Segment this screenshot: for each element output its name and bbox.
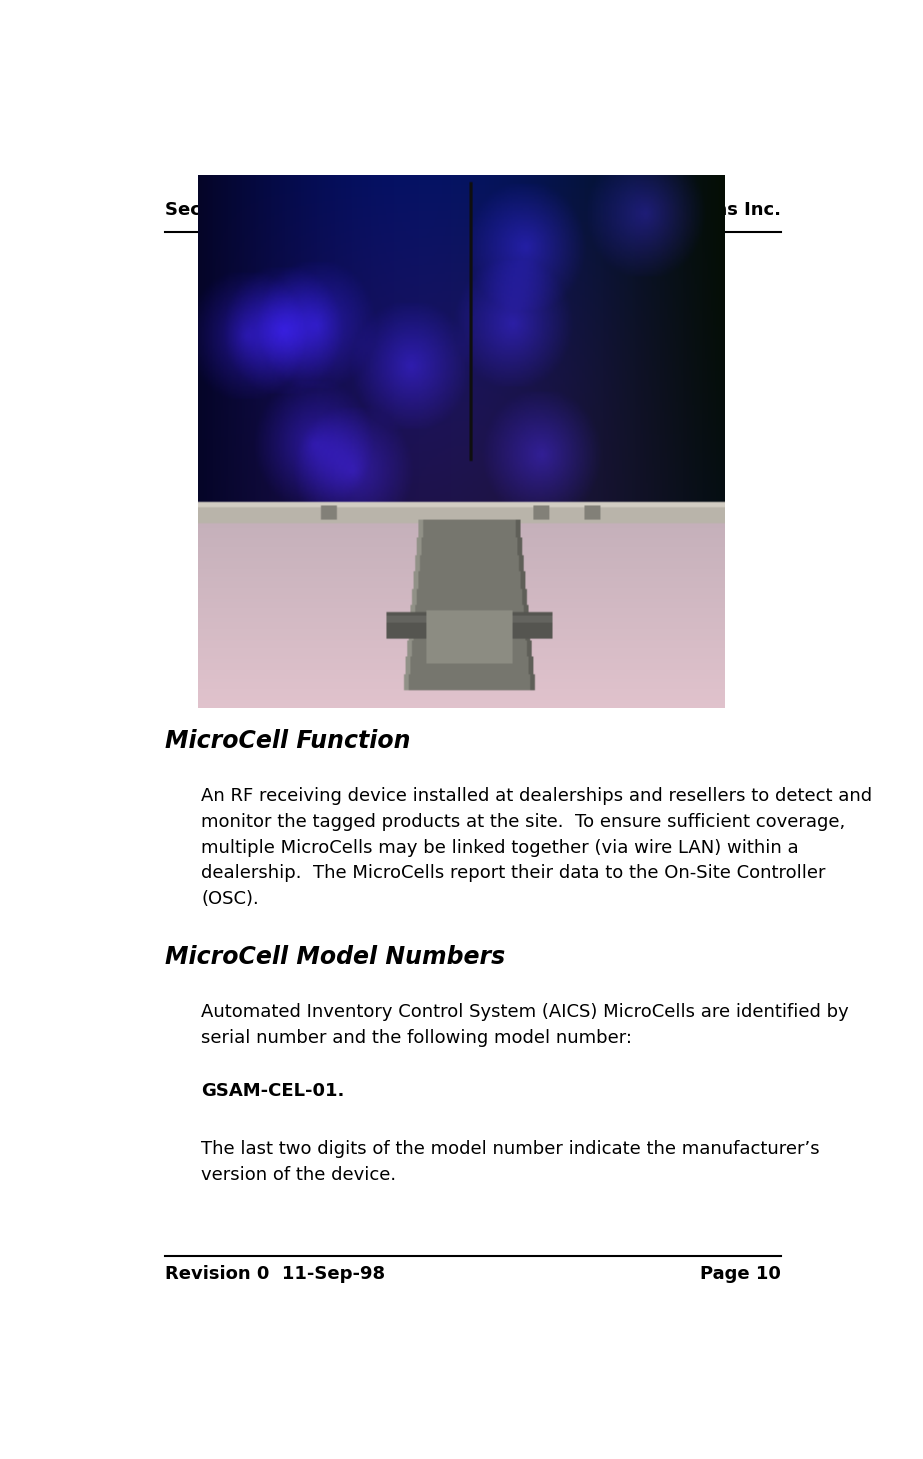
Text: Gemstar Communications Inc.: Gemstar Communications Inc. [477, 201, 781, 219]
Text: GSAM-CEL-01.: GSAM-CEL-01. [201, 1081, 344, 1100]
Text: MicroCell Model Numbers: MicroCell Model Numbers [165, 944, 506, 969]
Text: The last two digits of the model number indicate the manufacturer’s
version of t: The last two digits of the model number … [201, 1139, 820, 1183]
Text: Revision 0  11-Sep-98: Revision 0 11-Sep-98 [165, 1265, 386, 1282]
Text: MicroCell: MicroCell [416, 266, 530, 289]
Text: MicroCell Function: MicroCell Function [165, 730, 411, 753]
Text: Automated Inventory Control System (AICS) MicroCells are identified by
serial nu: Automated Inventory Control System (AICS… [201, 1002, 849, 1046]
Text: An RF receiving device installed at dealerships and resellers to detect and
moni: An RF receiving device installed at deal… [201, 788, 872, 907]
Text: Page 10: Page 10 [700, 1265, 781, 1282]
Text: Section 2 - Component Description: Section 2 - Component Description [165, 201, 518, 219]
